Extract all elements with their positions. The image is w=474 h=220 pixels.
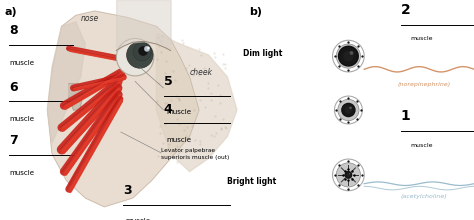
Text: a): a) — [5, 7, 18, 16]
Text: Bright light: Bright light — [227, 177, 276, 186]
Ellipse shape — [117, 38, 154, 76]
Text: 6: 6 — [9, 81, 18, 94]
Ellipse shape — [333, 40, 364, 72]
Ellipse shape — [349, 173, 350, 174]
Text: muscle: muscle — [166, 137, 191, 143]
Text: 1: 1 — [401, 109, 410, 123]
Polygon shape — [47, 22, 85, 143]
Ellipse shape — [343, 51, 354, 61]
Text: 8: 8 — [9, 24, 18, 37]
Ellipse shape — [144, 46, 150, 51]
Ellipse shape — [345, 171, 352, 179]
Text: 7: 7 — [9, 134, 18, 147]
Ellipse shape — [338, 99, 359, 121]
Ellipse shape — [138, 46, 148, 56]
Ellipse shape — [335, 96, 362, 124]
Text: muscle: muscle — [410, 143, 432, 148]
Ellipse shape — [333, 159, 364, 191]
Ellipse shape — [350, 51, 354, 55]
Text: muscle: muscle — [410, 36, 432, 41]
Text: (acetylcholine): (acetylcholine) — [401, 194, 447, 199]
Polygon shape — [47, 11, 199, 207]
Ellipse shape — [341, 103, 356, 117]
Text: 4: 4 — [164, 103, 172, 116]
Text: 2: 2 — [401, 2, 410, 16]
Ellipse shape — [342, 104, 355, 116]
Ellipse shape — [133, 42, 151, 61]
Text: 3: 3 — [123, 184, 132, 197]
Text: nose: nose — [81, 14, 99, 23]
Polygon shape — [69, 84, 83, 110]
Text: muscle: muscle — [9, 116, 35, 122]
Ellipse shape — [127, 42, 153, 68]
Ellipse shape — [339, 47, 357, 65]
Text: (norepinephrine): (norepinephrine) — [398, 82, 451, 87]
Text: Levator palpebrae
superioris muscle (out): Levator palpebrae superioris muscle (out… — [161, 148, 229, 160]
Text: muscle: muscle — [126, 218, 151, 220]
Text: muscle: muscle — [9, 170, 35, 176]
Text: 5: 5 — [164, 75, 172, 88]
Text: b): b) — [249, 7, 262, 16]
Text: muscle: muscle — [9, 60, 35, 66]
Ellipse shape — [336, 44, 361, 68]
Text: muscle: muscle — [166, 109, 191, 115]
Ellipse shape — [345, 172, 352, 178]
Ellipse shape — [346, 173, 350, 177]
Ellipse shape — [147, 47, 150, 49]
Ellipse shape — [338, 46, 359, 67]
Ellipse shape — [345, 106, 352, 114]
Ellipse shape — [336, 163, 361, 187]
Text: Dim light: Dim light — [243, 50, 282, 58]
Text: cheek: cheek — [190, 68, 213, 77]
Polygon shape — [156, 33, 237, 172]
Ellipse shape — [349, 106, 352, 109]
